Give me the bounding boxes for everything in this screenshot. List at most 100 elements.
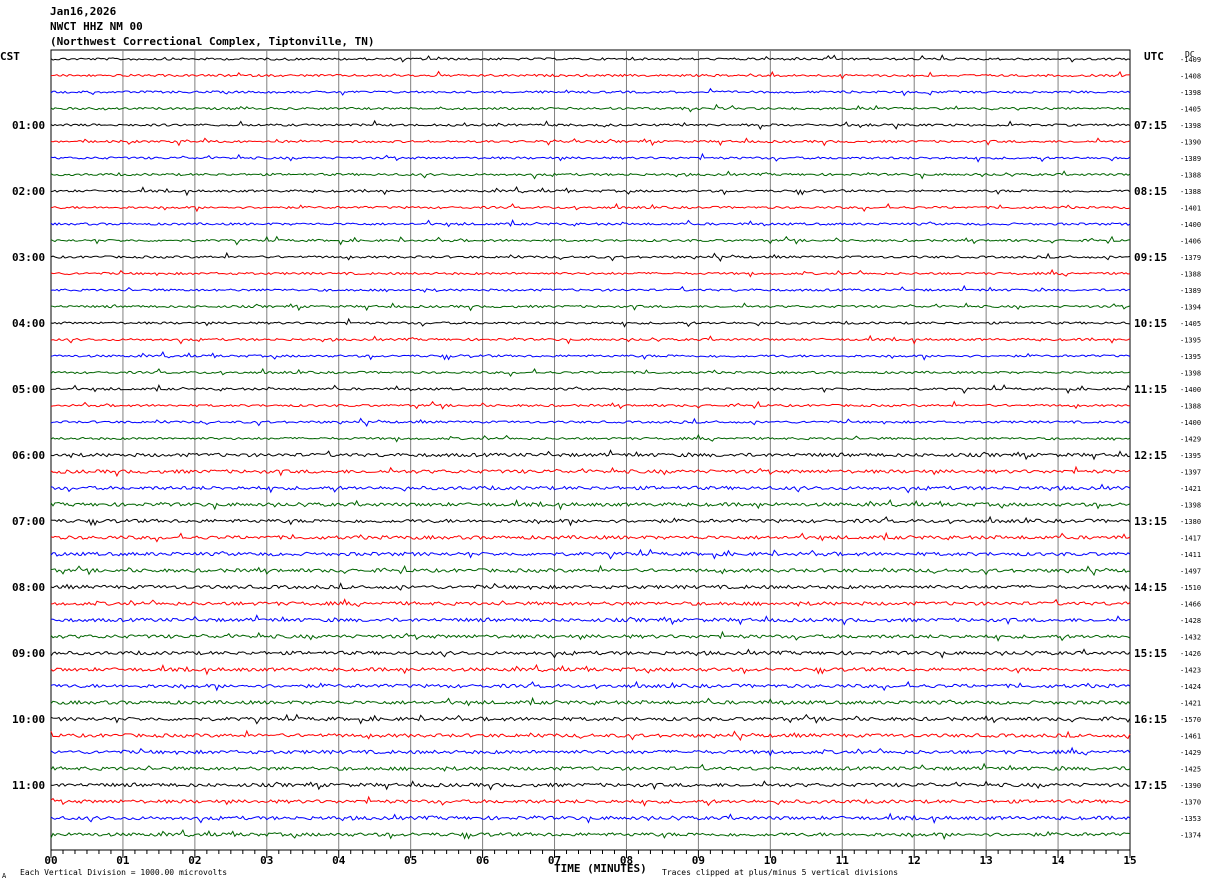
dc-offset-label: -1409 [1180, 56, 1201, 64]
trace-line [50, 663, 1131, 676]
dc-offset-label: -1398 [1180, 370, 1201, 378]
dc-offset-label: -1398 [1180, 89, 1201, 97]
dc-offset-label: -1461 [1180, 733, 1201, 741]
x-tick-label: 09 [692, 854, 705, 867]
x-tick-label: 03 [260, 854, 273, 867]
x-tick-label: 00 [44, 854, 57, 867]
dc-offset-label: -1395 [1180, 337, 1201, 345]
dc-offset-label: -1408 [1180, 73, 1201, 81]
dc-offset-label: -1397 [1180, 469, 1201, 477]
corner-mark: A [2, 872, 7, 880]
trace-line [50, 812, 1131, 825]
station-location: (Northwest Correctional Complex, Tiptonv… [50, 35, 375, 48]
dc-offset-label: -1466 [1180, 601, 1201, 609]
trace-line [50, 137, 1131, 147]
dc-offset-label: -1394 [1180, 304, 1201, 312]
trace-line [50, 713, 1131, 725]
trace-line [50, 54, 1131, 63]
trace-line [50, 383, 1131, 395]
dc-axis-title: DC [1185, 50, 1195, 59]
trace-line [50, 762, 1131, 772]
trace-line [50, 531, 1131, 543]
trace-line [50, 449, 1131, 461]
trace-line [50, 268, 1131, 278]
x-tick-label: 11 [836, 854, 850, 867]
x-axis-title: TIME (MINUTES) [554, 862, 647, 875]
cst-hour-label: 04:00 [12, 317, 45, 330]
trace-line [50, 87, 1131, 97]
trace-line [50, 614, 1131, 626]
trace-line [50, 582, 1131, 592]
dc-offset-label: -1423 [1180, 667, 1201, 675]
trace-line [50, 696, 1131, 707]
dc-offset-label: -1389 [1180, 155, 1201, 163]
dc-offset-label: -1406 [1180, 238, 1201, 246]
trace-line [50, 70, 1131, 80]
trace-line [50, 433, 1131, 443]
x-tick-label: 07 [548, 854, 561, 867]
trace-line [50, 152, 1131, 163]
dc-offset-label: -1390 [1180, 139, 1201, 147]
dc-offset-label: -1395 [1180, 452, 1201, 460]
trace-line [50, 334, 1131, 345]
cst-hour-label: 02:00 [12, 185, 45, 198]
dc-offset-label: -1398 [1180, 122, 1201, 130]
plot-frame [50, 49, 1131, 851]
dc-offset-label: -1395 [1180, 353, 1201, 361]
trace-line [50, 795, 1131, 807]
x-tick-label: 06 [476, 854, 490, 867]
cst-hour-label: 06:00 [12, 449, 45, 462]
trace-line [50, 598, 1131, 608]
dc-offset-label: -1380 [1180, 518, 1201, 526]
cst-hour-label: 05:00 [12, 383, 45, 396]
trace-line [50, 680, 1131, 692]
dc-offset-label: -1401 [1180, 205, 1201, 213]
dc-offset-label: -1400 [1180, 386, 1201, 394]
trace-line [50, 170, 1131, 180]
cst-hour-label: 01:00 [12, 119, 45, 132]
dc-offset-label: -1432 [1180, 634, 1201, 642]
x-tick-label: 12 [908, 854, 921, 867]
trace-line [50, 302, 1131, 312]
dc-offset-label: -1411 [1180, 551, 1201, 559]
right-axis-title: UTC [1144, 50, 1164, 63]
cst-hour-label: 03:00 [12, 251, 45, 264]
trace-line [50, 218, 1131, 228]
trace-line [50, 780, 1131, 791]
x-tick-label: 14 [1051, 854, 1065, 867]
utc-hour-label: 07:15 [1134, 119, 1167, 132]
dc-offset-label: -1388 [1180, 403, 1201, 411]
trace-line [50, 483, 1131, 494]
utc-hour-label: 08:15 [1134, 185, 1167, 198]
dc-offset-label: -1400 [1180, 221, 1201, 229]
dc-offset-label: -1426 [1180, 650, 1201, 658]
dc-offset-label: -1425 [1180, 766, 1201, 774]
station-code: NWCT HHZ NM 00 [50, 20, 143, 33]
dc-offset-label: -1388 [1180, 271, 1201, 279]
trace-line [50, 103, 1131, 113]
dc-offset-label: -1570 [1180, 716, 1201, 724]
dc-offset-label: -1421 [1180, 485, 1201, 493]
dc-offset-label: -1405 [1180, 106, 1201, 114]
cst-hour-label: 10:00 [12, 713, 45, 726]
dc-offset-label: -1370 [1180, 799, 1201, 807]
utc-hour-label: 13:15 [1134, 515, 1167, 528]
left-axis-title: CST [0, 50, 20, 63]
clip-note: Traces clipped at plus/minus 5 vertical … [662, 868, 899, 877]
trace-line [50, 317, 1131, 328]
dc-offset-label: -1497 [1180, 568, 1201, 576]
x-tick-label: 15 [1123, 854, 1136, 867]
trace-line [50, 465, 1131, 478]
dc-offset-label: -1379 [1180, 254, 1201, 262]
trace-line [50, 351, 1131, 361]
scale-note: Each Vertical Division = 1000.00 microvo… [20, 868, 228, 877]
utc-hour-label: 15:15 [1134, 647, 1167, 660]
dc-offset-label: -1389 [1180, 287, 1201, 295]
dc-offset-label: -1421 [1180, 700, 1201, 708]
trace-line [50, 729, 1131, 742]
x-tick-label: 08 [620, 854, 633, 867]
cst-hour-label: 11:00 [12, 779, 45, 792]
dc-offset-label: -1428 [1180, 617, 1201, 625]
trace-line [50, 235, 1131, 246]
